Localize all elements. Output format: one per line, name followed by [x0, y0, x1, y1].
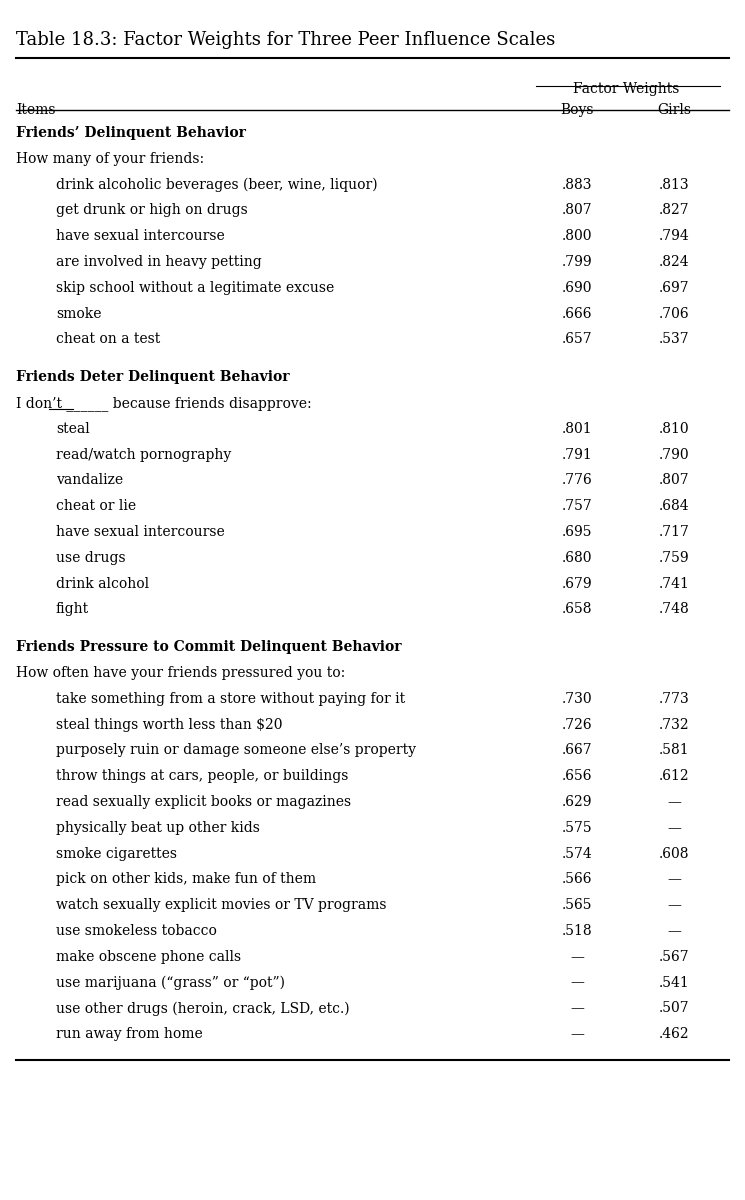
Text: watch sexually explicit movies or TV programs: watch sexually explicit movies or TV pro…	[56, 898, 387, 912]
Text: .629: .629	[562, 794, 592, 809]
Text: cheat or lie: cheat or lie	[56, 499, 136, 514]
Text: use marijuana (“grass” or “pot”): use marijuana (“grass” or “pot”)	[56, 976, 285, 990]
Text: .537: .537	[659, 332, 690, 347]
Text: are involved in heavy petting: are involved in heavy petting	[56, 254, 261, 269]
Text: .726: .726	[562, 718, 593, 732]
Text: physically beat up other kids: physically beat up other kids	[56, 821, 260, 835]
Text: get drunk or high on drugs: get drunk or high on drugs	[56, 203, 247, 217]
Text: .656: .656	[562, 769, 592, 784]
Text: .690: .690	[562, 281, 592, 295]
Text: .791: .791	[562, 448, 593, 462]
Text: .730: .730	[562, 691, 593, 706]
Text: —: —	[571, 949, 584, 964]
Text: .541: .541	[659, 976, 690, 990]
Text: cheat on a test: cheat on a test	[56, 332, 160, 347]
Text: smoke cigarettes: smoke cigarettes	[56, 846, 177, 860]
Text: Items: Items	[16, 103, 56, 118]
Text: .759: .759	[659, 551, 690, 565]
Text: .507: .507	[659, 1001, 690, 1015]
Text: pick on other kids, make fun of them: pick on other kids, make fun of them	[56, 872, 316, 887]
Text: steal: steal	[56, 421, 89, 436]
Text: .706: .706	[659, 306, 690, 320]
Text: .757: .757	[562, 499, 593, 514]
Text: .666: .666	[562, 306, 592, 320]
Text: .776: .776	[562, 473, 593, 487]
Text: .680: .680	[562, 551, 592, 565]
Text: .679: .679	[562, 576, 593, 590]
Text: —: —	[668, 821, 681, 835]
Text: .717: .717	[659, 524, 690, 539]
Text: —: —	[571, 1001, 584, 1015]
Text: read sexually explicit books or magazines: read sexually explicit books or magazine…	[56, 794, 351, 809]
Text: .518: .518	[562, 924, 593, 938]
Text: I don’t ______ because friends disapprove:: I don’t ______ because friends disapprov…	[16, 396, 312, 410]
Text: Factor Weights: Factor Weights	[573, 82, 679, 96]
Text: run away from home: run away from home	[56, 1027, 203, 1042]
Text: Girls: Girls	[657, 103, 691, 118]
Text: steal things worth less than $20: steal things worth less than $20	[56, 718, 282, 732]
Text: .794: .794	[659, 229, 690, 244]
Text: use smokeless tobacco: use smokeless tobacco	[56, 924, 217, 938]
Text: .657: .657	[562, 332, 593, 347]
Text: —: —	[668, 898, 681, 912]
Text: .566: .566	[562, 872, 592, 887]
Text: .462: .462	[659, 1027, 690, 1042]
Text: .612: .612	[659, 769, 690, 784]
Text: .658: .658	[562, 602, 592, 617]
Text: How often have your friends pressured you to:: How often have your friends pressured yo…	[16, 666, 346, 680]
Text: .684: .684	[659, 499, 690, 514]
Text: skip school without a legitimate excuse: skip school without a legitimate excuse	[56, 281, 334, 295]
Text: —: —	[668, 872, 681, 887]
Text: .667: .667	[562, 743, 593, 757]
Text: Friends Deter Delinquent Behavior: Friends Deter Delinquent Behavior	[16, 370, 290, 384]
Text: —: —	[571, 1027, 584, 1042]
Text: use other drugs (heroin, crack, LSD, etc.): use other drugs (heroin, crack, LSD, etc…	[56, 1001, 349, 1015]
Text: read/watch pornography: read/watch pornography	[56, 448, 231, 462]
Text: drink alcohol: drink alcohol	[56, 576, 149, 590]
Text: .810: .810	[659, 421, 690, 436]
Text: smoke: smoke	[56, 306, 101, 320]
Text: purposely ruin or damage someone else’s property: purposely ruin or damage someone else’s …	[56, 743, 416, 757]
Text: —: —	[668, 794, 681, 809]
Text: .574: .574	[562, 846, 593, 860]
Text: .801: .801	[562, 421, 593, 436]
Text: How many of your friends:: How many of your friends:	[16, 152, 205, 166]
Text: .773: .773	[659, 691, 690, 706]
Text: .732: .732	[659, 718, 690, 732]
Text: .608: .608	[659, 846, 689, 860]
Text: Friends’ Delinquent Behavior: Friends’ Delinquent Behavior	[16, 126, 247, 140]
Text: take something from a store without paying for it: take something from a store without payi…	[56, 691, 405, 706]
Text: .799: .799	[562, 254, 593, 269]
Text: .883: .883	[562, 178, 592, 192]
Text: .807: .807	[659, 473, 690, 487]
Text: .790: .790	[659, 448, 690, 462]
Text: .800: .800	[562, 229, 592, 244]
Text: .748: .748	[659, 602, 690, 617]
Text: .565: .565	[562, 898, 592, 912]
Text: .741: .741	[659, 576, 690, 590]
Text: .697: .697	[659, 281, 690, 295]
Text: use drugs: use drugs	[56, 551, 125, 565]
Text: drink alcoholic beverages (beer, wine, liquor): drink alcoholic beverages (beer, wine, l…	[56, 178, 378, 192]
Text: .581: .581	[659, 743, 690, 757]
Text: throw things at cars, people, or buildings: throw things at cars, people, or buildin…	[56, 769, 348, 784]
Text: .807: .807	[562, 203, 593, 217]
Text: have sexual intercourse: have sexual intercourse	[56, 524, 225, 539]
Text: .567: .567	[659, 949, 690, 964]
Text: vandalize: vandalize	[56, 473, 123, 487]
Text: —: —	[571, 976, 584, 990]
Text: fight: fight	[56, 602, 89, 617]
Text: Table 18.3: Factor Weights for Three Peer Influence Scales: Table 18.3: Factor Weights for Three Pee…	[16, 31, 556, 49]
Text: —: —	[668, 924, 681, 938]
Text: .695: .695	[562, 524, 592, 539]
Text: Boys: Boys	[561, 103, 594, 118]
Text: .824: .824	[659, 254, 690, 269]
Text: have sexual intercourse: have sexual intercourse	[56, 229, 225, 244]
Text: make obscene phone calls: make obscene phone calls	[56, 949, 241, 964]
Text: .575: .575	[562, 821, 593, 835]
Text: .813: .813	[659, 178, 690, 192]
Text: .827: .827	[659, 203, 690, 217]
Text: Friends Pressure to Commit Delinquent Behavior: Friends Pressure to Commit Delinquent Be…	[16, 640, 402, 654]
